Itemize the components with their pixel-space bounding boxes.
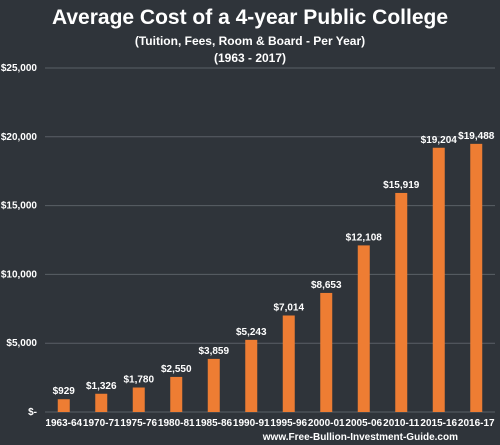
- data-label: $2,550: [161, 364, 192, 375]
- data-label: $19,488: [458, 131, 495, 142]
- bar: [470, 143, 483, 412]
- data-label: $7,014: [273, 302, 304, 313]
- x-tick-label: 2005-06: [345, 418, 382, 429]
- data-label: $1,326: [86, 381, 117, 392]
- bar: [395, 192, 408, 412]
- chart-period: (1963 - 2017): [213, 51, 287, 65]
- data-label: $5,243: [236, 327, 267, 338]
- bar: [132, 387, 145, 412]
- x-tick-label: 2015-16: [420, 418, 457, 429]
- y-tick-label: $20,000: [1, 132, 38, 143]
- x-tick-label: 1990-91: [233, 418, 270, 429]
- data-label: $8,653: [311, 280, 342, 291]
- y-tick-label: $-: [28, 407, 37, 418]
- y-tick-label: $5,000: [6, 338, 37, 349]
- x-tick-label: 2016-17: [458, 418, 495, 429]
- bar: [57, 399, 70, 412]
- bar: [320, 292, 333, 412]
- data-label: $929: [53, 386, 76, 397]
- y-tick-label: $15,000: [1, 201, 38, 212]
- bar: [95, 393, 108, 412]
- data-label: $15,919: [383, 180, 420, 191]
- data-label: $1,780: [123, 375, 154, 386]
- bar: [245, 339, 258, 412]
- data-label: $19,204: [421, 135, 458, 146]
- x-tick-label: 1980-81: [158, 418, 195, 429]
- bar: [357, 245, 370, 412]
- y-tick-label: $25,000: [1, 63, 38, 74]
- data-label: $12,108: [346, 232, 383, 243]
- data-label: $3,859: [198, 346, 229, 357]
- bar: [170, 376, 183, 412]
- x-tick-label: 1975-76: [120, 418, 157, 429]
- x-tick-label: 1995-96: [270, 418, 307, 429]
- source-credit: www.Free-Bullion-Investment-Guide.com: [262, 432, 458, 443]
- chart-title: Average Cost of a 4-year Public College: [51, 6, 449, 29]
- x-tick-label: 2000-01: [308, 418, 345, 429]
- x-tick-label: 1985-86: [195, 418, 232, 429]
- bar: [282, 315, 295, 412]
- bar: [207, 358, 220, 412]
- x-tick-label: 1970-71: [83, 418, 120, 429]
- x-tick-label: 2010-11: [383, 418, 420, 429]
- y-tick-label: $10,000: [1, 269, 38, 280]
- bar: [432, 147, 445, 412]
- x-tick-label: 1963-64: [45, 418, 82, 429]
- chart-subtitle: (Tuition, Fees, Room & Board - Per Year): [134, 34, 366, 48]
